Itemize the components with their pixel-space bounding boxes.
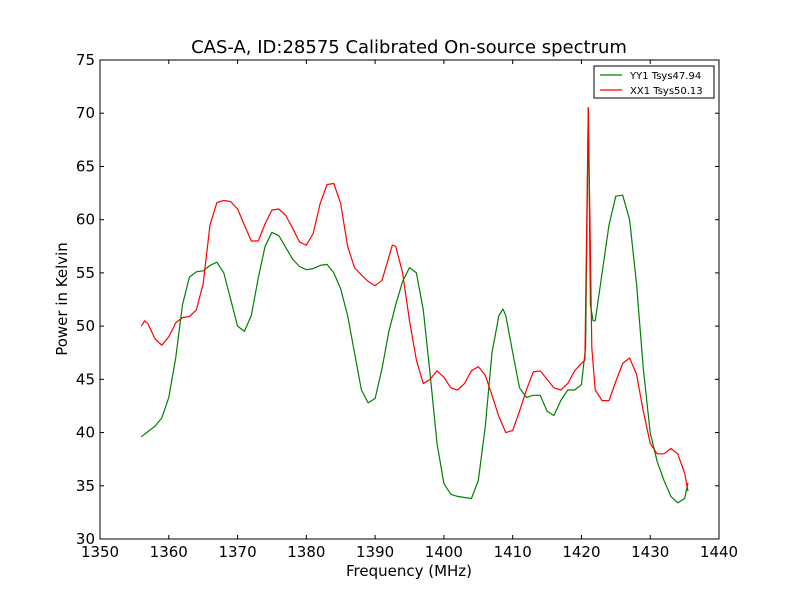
x-tick-label: 1390	[356, 543, 394, 561]
chart-title: CAS-A, ID:28575 Calibrated On-source spe…	[191, 37, 627, 58]
legend-box	[593, 65, 715, 99]
x-tick-label: 1440	[700, 543, 738, 561]
x-axis-ticks: 1350 1360 1370 1380 1390 1400 1410 1420 1430 1440	[81, 60, 738, 561]
y-tick-label: 40	[76, 424, 95, 442]
x-tick-label: 1380	[287, 543, 325, 561]
y-tick-label: 45	[76, 370, 95, 388]
x-tick-label: 1360	[150, 543, 188, 561]
x-tick-label: 1420	[562, 543, 600, 561]
y-axis-label: Power in Kelvin	[53, 242, 71, 356]
y-tick-label: 30	[76, 530, 95, 548]
y-tick-label: 55	[76, 264, 95, 282]
y-axis-ticks: 30 35 40 45 50 55 60 65 70 75	[76, 51, 719, 548]
series-line-xx1	[140, 107, 689, 492]
x-tick-label: 1370	[218, 543, 256, 561]
plot-frame	[99, 59, 720, 540]
x-tick-label: 1400	[425, 543, 463, 561]
y-tick-label: 60	[76, 211, 95, 229]
y-tick-label: 65	[76, 157, 95, 175]
y-tick-label: 35	[76, 477, 95, 495]
series-layer	[140, 107, 689, 504]
series-line-yy1	[140, 107, 689, 504]
legend: YY1 Tsys47.94 XX1 Tsys50.13	[593, 65, 715, 99]
x-tick-label: 1410	[494, 543, 532, 561]
y-tick-label: 50	[76, 317, 95, 335]
legend-label: YY1 Tsys47.94	[629, 71, 701, 82]
x-tick-label: 1430	[631, 543, 669, 561]
legend-label: XX1 Tsys50.13	[630, 86, 703, 97]
y-tick-label: 70	[76, 104, 95, 122]
x-tick-label: 1350	[81, 543, 119, 561]
x-axis-label: Frequency (MHz)	[346, 562, 472, 580]
y-tick-label: 75	[76, 51, 95, 69]
